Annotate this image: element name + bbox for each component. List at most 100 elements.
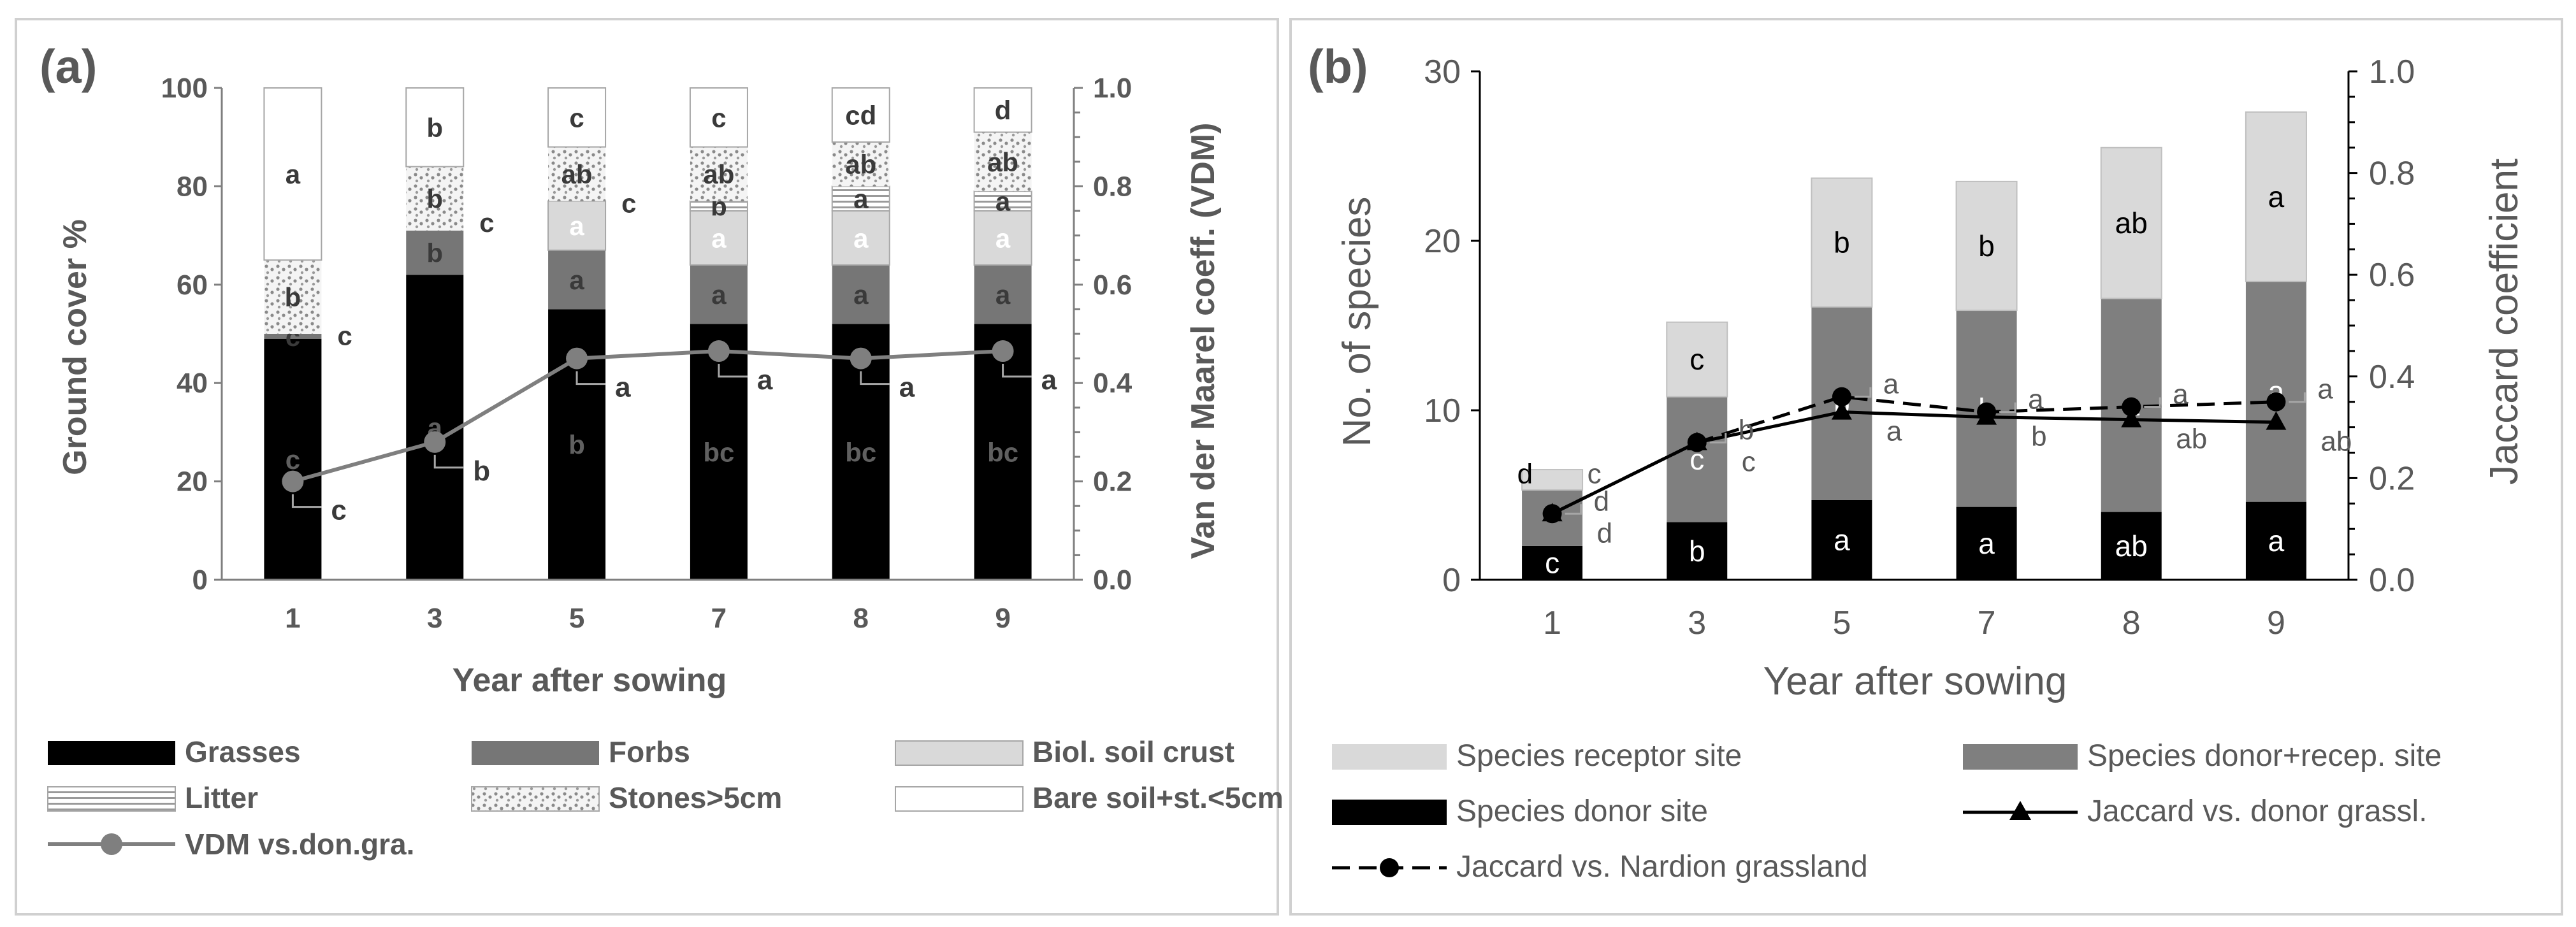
bar-letter: d <box>995 96 1011 126</box>
y2-tick-label: 0.0 <box>1093 564 1132 596</box>
x-tick-label: 1 <box>285 603 300 634</box>
legend-label-vdm: VDM vs.don.gra. <box>185 828 414 861</box>
y-tick-label: 80 <box>177 171 208 202</box>
bar-letter: a <box>853 280 869 310</box>
bar-letter: a <box>2268 180 2285 213</box>
bar-species-receptor-site-1 <box>1521 469 1584 491</box>
jaccard-nardion-leader <box>2144 397 2161 408</box>
jaccard-nardion-letter: a <box>2317 374 2333 405</box>
jaccard-nardion-point-1 <box>1542 504 1562 524</box>
bar-species-receptor-site-5 <box>1811 177 1873 308</box>
bar-bare-soil-st-5cm-7 <box>689 87 748 148</box>
legend-label-grasses: Grasses <box>185 735 301 768</box>
bar-letter: d <box>1517 458 1533 489</box>
legend-swatch-soil-crust <box>895 740 1024 766</box>
legend-swatch-grasses <box>48 741 175 765</box>
bar-letter: a <box>2268 524 2285 557</box>
bar-letter: c <box>1690 343 1704 376</box>
bar-species-receptor-site-7 <box>1955 180 2018 312</box>
vdm-letter: b <box>473 456 490 487</box>
bar-letter: c <box>711 103 726 133</box>
bar-letter: c <box>621 188 636 218</box>
vdm-letter: a <box>757 364 773 396</box>
bar-letter: a <box>286 159 301 189</box>
jaccard-donor-point-9 <box>2266 411 2287 430</box>
panel-a-legend: Grasses Forbs Biol. soil crust Litter St… <box>47 735 1284 861</box>
jaccard-nardion-point-8 <box>2122 397 2141 417</box>
legend-label-litter: Litter <box>185 781 258 814</box>
y2-tick-label: 0.8 <box>2369 155 2415 192</box>
vdm-line <box>292 349 1003 484</box>
bar-letter: b <box>426 184 443 214</box>
x-tick-label: 9 <box>2267 605 2285 642</box>
y-tick-label: 40 <box>177 368 208 399</box>
bar-forbs-9 <box>974 264 1032 324</box>
x-tick-label: 7 <box>711 603 727 634</box>
jaccard-nardion-leader <box>2289 392 2306 403</box>
panel-a-ylabel: Ground cover % <box>57 219 94 475</box>
bar-letter: b <box>426 113 443 143</box>
jaccard-nardion-letter: a <box>2173 379 2189 410</box>
bar-stones-5cm-5 <box>548 147 606 201</box>
bar-letter: bc <box>703 437 734 467</box>
bar-letter: a <box>853 223 869 253</box>
vdm-point-9 <box>992 340 1014 363</box>
panel-b-legend: Species receptor site Species donor+rece… <box>1332 739 2442 884</box>
bar-stones-5cm-8 <box>832 141 890 187</box>
legend-label-donor-recep: Species donor+recep. site <box>2087 739 2442 773</box>
bar-bare-soil-st-5cm-9 <box>973 87 1032 133</box>
bar-species-donor-site-8 <box>2101 512 2162 580</box>
y-tick-label: 20 <box>1424 223 1461 260</box>
jaccard-nardion-leader <box>1565 504 1582 515</box>
bar-biol-soil-crust-8 <box>831 210 890 266</box>
y-tick-label: 100 <box>161 73 208 104</box>
legend-swatch-donor <box>1332 800 1447 825</box>
jaccard-nardion-letter: a <box>1883 369 1899 400</box>
bar-bare-soil-st-5cm-1 <box>263 87 322 261</box>
jaccard-nardion-leader <box>1999 402 2016 413</box>
vdm-point-7 <box>707 340 730 363</box>
y2-tick-label: 0.2 <box>1093 466 1132 498</box>
legend-label-receptor: Species receptor site <box>1456 739 1742 773</box>
y2-tick-label: 0.4 <box>1093 368 1132 399</box>
bar-letter: a <box>1834 523 1850 556</box>
bar-letter: a <box>569 265 584 295</box>
bar-forbs-7 <box>690 264 748 324</box>
x-tick-label: 1 <box>1543 605 1561 642</box>
jaccard-nardion-letter: b <box>1739 415 1754 446</box>
y2-tick-label: 1.0 <box>1093 73 1132 104</box>
y-tick-label: 60 <box>177 269 208 301</box>
bar-letter: c <box>286 445 300 475</box>
vdm-letter: a <box>615 372 631 403</box>
y2-tick-label: 0.8 <box>1093 171 1132 202</box>
y-tick-label: 30 <box>1424 54 1461 90</box>
bar-species-receptor-site-9 <box>2245 111 2307 282</box>
y-tick-label: 0 <box>192 564 208 596</box>
vdm-point-1 <box>282 470 304 492</box>
jaccard-nardion-leader <box>1854 387 1872 398</box>
jaccard-nardion-point-7 <box>1977 402 1997 422</box>
jaccard-nardion-letter: d <box>1594 485 1609 517</box>
bar-grasses-3 <box>406 275 464 580</box>
bar-letter: a <box>711 223 727 253</box>
y2-tick-label: 0.0 <box>2369 562 2415 599</box>
legend-swatch-stones <box>471 786 600 812</box>
bar-litter-8 <box>831 185 890 212</box>
jaccard-donor-letter: b <box>2031 421 2046 452</box>
bar-species-donor-site-1 <box>1522 545 1583 580</box>
bar-forbs-8 <box>832 264 890 324</box>
legend-marker-jaccard-donor <box>2009 801 2031 820</box>
vdm-letter: a <box>1041 364 1057 396</box>
bar-letter: ab <box>2115 529 2148 563</box>
vdm-leader <box>433 454 464 469</box>
bar-letter: b <box>1689 535 1705 568</box>
legend-marker-jaccard-nardion <box>1380 858 1399 877</box>
x-tick-label: 8 <box>2122 605 2141 642</box>
legend-label-jaccard-nardion: Jaccard vs. Nardion grassland <box>1456 850 1868 884</box>
bar-forbs-3 <box>406 230 464 275</box>
legend-label-forbs: Forbs <box>609 735 690 768</box>
vdm-point-3 <box>424 431 446 453</box>
vdm-leader <box>575 371 606 385</box>
panel-b-ylabel: No. of species <box>1335 197 1379 447</box>
bar-grasses-1 <box>264 338 322 580</box>
